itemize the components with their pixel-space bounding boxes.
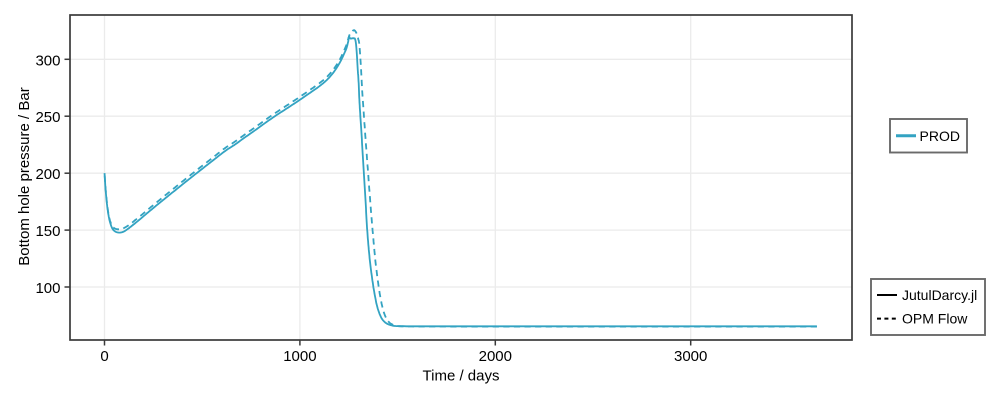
svg-text:100: 100 <box>35 280 60 297</box>
svg-text:Time / days: Time / days <box>423 367 500 384</box>
svg-text:0: 0 <box>100 348 108 365</box>
svg-text:300: 300 <box>35 52 60 69</box>
svg-text:250: 250 <box>35 109 60 126</box>
svg-text:Bottom hole pressure / Bar: Bottom hole pressure / Bar <box>16 87 33 265</box>
svg-text:2000: 2000 <box>479 348 512 365</box>
svg-text:3000: 3000 <box>674 348 707 365</box>
svg-text:PROD: PROD <box>920 128 960 144</box>
svg-text:200: 200 <box>35 166 60 183</box>
svg-text:JutulDarcy.jl: JutulDarcy.jl <box>902 287 977 303</box>
svg-text:OPM Flow: OPM Flow <box>902 311 968 327</box>
svg-text:1000: 1000 <box>283 348 316 365</box>
svg-text:150: 150 <box>35 223 60 240</box>
